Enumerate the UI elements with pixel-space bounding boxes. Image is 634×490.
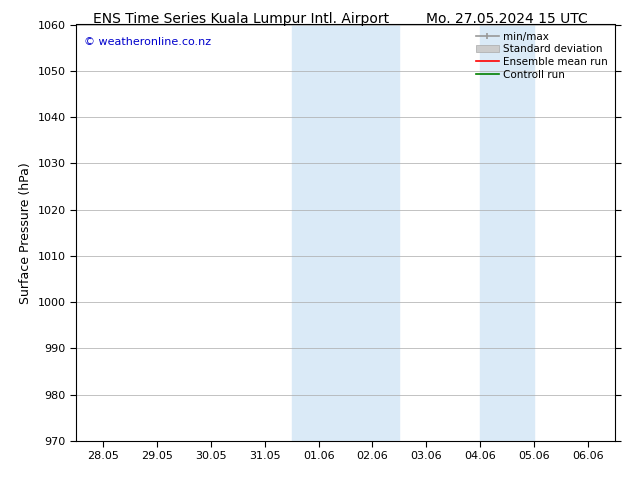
Y-axis label: Surface Pressure (hPa): Surface Pressure (hPa) [19, 162, 32, 304]
Text: © weatheronline.co.nz: © weatheronline.co.nz [84, 37, 211, 47]
Text: ENS Time Series Kuala Lumpur Intl. Airport: ENS Time Series Kuala Lumpur Intl. Airpo… [93, 12, 389, 26]
Text: Mo. 27.05.2024 15 UTC: Mo. 27.05.2024 15 UTC [426, 12, 588, 26]
Legend: min/max, Standard deviation, Ensemble mean run, Controll run: min/max, Standard deviation, Ensemble me… [472, 27, 612, 84]
Bar [481, 24, 534, 441]
Bar [292, 24, 399, 441]
